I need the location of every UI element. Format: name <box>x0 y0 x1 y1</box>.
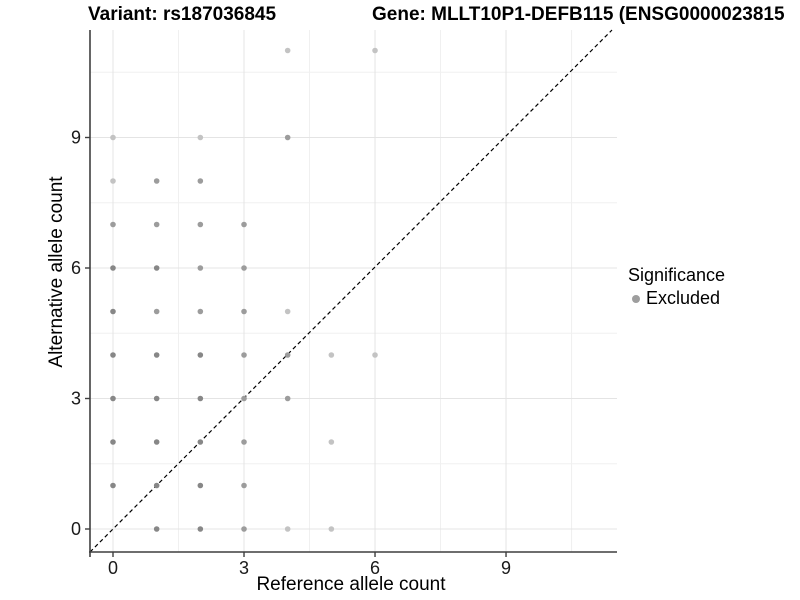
data-point <box>197 221 204 228</box>
data-point <box>241 265 247 271</box>
data-point <box>197 395 204 402</box>
data-point <box>153 352 160 358</box>
data-point <box>153 265 160 271</box>
data-point <box>153 526 160 532</box>
legend-item-excluded: Excluded <box>628 288 725 309</box>
data-point <box>110 221 116 228</box>
y-tick-label: 3 <box>71 389 81 409</box>
x-tick-label: 6 <box>370 558 380 578</box>
y-tick-label: 6 <box>71 258 81 278</box>
data-point <box>328 439 335 445</box>
excluded-point-icon <box>632 294 640 303</box>
data-point <box>197 134 204 141</box>
data-point <box>153 308 160 315</box>
data-point <box>241 395 247 402</box>
legend-item-label: Excluded <box>646 288 721 308</box>
data-point <box>241 482 247 489</box>
identity-line <box>89 29 613 553</box>
data-point <box>241 352 247 358</box>
data-point <box>110 439 116 445</box>
legend: Significance Excluded <box>628 265 725 309</box>
data-point <box>110 395 116 402</box>
data-point <box>110 178 116 184</box>
data-point <box>197 482 204 489</box>
x-tick-label: 9 <box>501 558 511 578</box>
y-axis-title: Alternative allele count <box>46 176 67 368</box>
x-axis-title: Reference allele count <box>256 574 446 595</box>
data-point <box>284 134 291 141</box>
data-point <box>110 352 116 358</box>
data-point <box>197 265 204 271</box>
data-point <box>241 439 247 445</box>
data-point <box>110 482 116 489</box>
data-point <box>153 482 160 489</box>
data-point <box>241 308 247 315</box>
data-point <box>197 526 204 532</box>
data-point <box>110 265 116 271</box>
data-point <box>197 439 204 445</box>
data-point <box>110 308 116 315</box>
data-point <box>284 526 291 532</box>
data-point <box>284 47 291 54</box>
data-point <box>372 352 378 358</box>
x-tick-label: 3 <box>239 558 249 578</box>
data-point <box>197 308 204 315</box>
gene-title: Gene: MLLT10P1-DEFB115 (ENSG0000023815 <box>372 4 785 25</box>
y-tick-label: 0 <box>71 519 81 539</box>
variant-title: Variant: rs187036845 <box>88 4 277 25</box>
data-point <box>372 47 378 54</box>
x-tick-label: 0 <box>108 558 118 578</box>
data-point <box>328 526 335 532</box>
data-point <box>241 221 247 228</box>
y-tick-label: 9 <box>71 128 81 148</box>
data-point <box>197 352 204 358</box>
data-point <box>153 395 160 402</box>
data-point <box>284 395 291 402</box>
data-point <box>153 178 160 184</box>
data-point <box>328 352 335 358</box>
data-point <box>110 134 116 141</box>
data-point <box>197 178 204 184</box>
data-point <box>241 526 247 532</box>
legend-title: Significance <box>628 265 726 285</box>
data-point <box>284 308 291 315</box>
data-point <box>153 221 160 228</box>
data-point <box>284 352 291 358</box>
data-point <box>153 439 160 445</box>
